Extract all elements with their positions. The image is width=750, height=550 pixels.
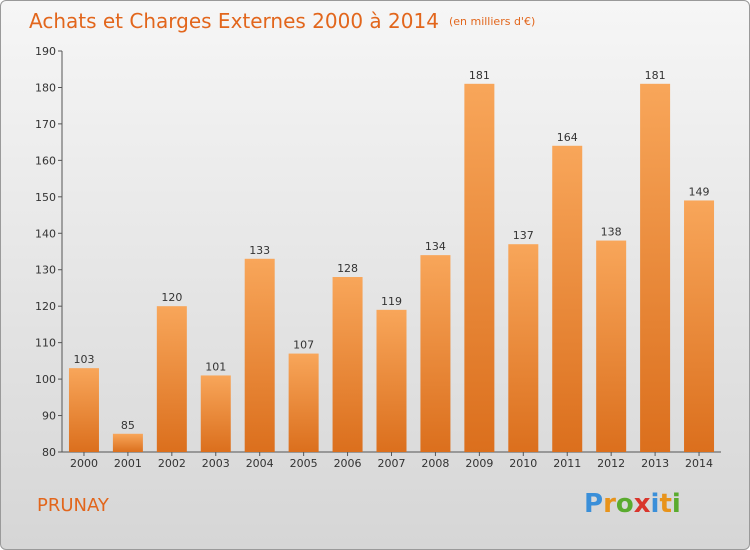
x-tick-label: 2003 (202, 457, 230, 470)
x-tick-label: 2007 (378, 457, 406, 470)
chart-title: Achats et Charges Externes 2000 à 2014 (e… (29, 9, 535, 33)
x-tick-label: 2005 (290, 457, 318, 470)
x-tick-label: 2013 (641, 457, 669, 470)
logo-letter: o (615, 489, 634, 519)
x-tick-label: 2000 (70, 457, 98, 470)
x-tick-label: 2002 (158, 457, 186, 470)
bar-value-label: 138 (601, 226, 622, 239)
bar-value-label: 134 (425, 240, 446, 253)
x-tick-label: 2004 (246, 457, 274, 470)
bar (68, 368, 99, 452)
bar-value-label: 107 (293, 339, 314, 352)
logo-letter: r (603, 489, 616, 519)
bar (640, 83, 671, 453)
y-tick-label: 140 (35, 227, 56, 240)
bar (200, 375, 231, 452)
bar-value-label: 85 (121, 419, 135, 432)
bar-value-label: 120 (161, 291, 182, 304)
y-tick-label: 150 (35, 191, 56, 204)
y-tick-label: 80 (42, 446, 56, 459)
x-tick-label: 2011 (553, 457, 581, 470)
commune-name: PRUNAY (37, 495, 109, 516)
bar-value-label: 164 (557, 131, 578, 144)
bar-value-label: 133 (249, 244, 270, 257)
bar (288, 353, 319, 452)
bar (596, 240, 627, 452)
bar-value-label: 181 (645, 69, 666, 82)
y-tick-label: 190 (35, 45, 56, 58)
chart-title-text: Achats et Charges Externes 2000 à 2014 (29, 9, 439, 33)
chart-axes: 80 90 100 110 120 130 140 150 160 170 180 190 (35, 45, 721, 459)
y-tick-label: 120 (35, 300, 56, 313)
y-tick-label: 100 (35, 373, 56, 386)
x-tick-label: 2012 (597, 457, 625, 470)
logo-letter: x (633, 489, 651, 519)
bar (552, 145, 583, 453)
bar (508, 244, 539, 452)
y-tick-label: 130 (35, 264, 56, 277)
y-tick-label: 160 (35, 154, 56, 167)
bar (332, 277, 363, 452)
x-tick-label: 2014 (685, 457, 713, 470)
x-tick-label: 2009 (465, 457, 493, 470)
bar-value-label: 103 (73, 353, 94, 366)
bar (420, 255, 451, 452)
y-tick-label: 90 (42, 410, 56, 423)
bar (464, 83, 495, 453)
bar-value-label: 137 (513, 229, 534, 242)
bar (156, 306, 187, 452)
x-tick-label: 2001 (114, 457, 142, 470)
y-tick-label: 180 (35, 81, 56, 94)
bar-value-label: 181 (469, 69, 490, 82)
logo-letter: i (671, 489, 681, 519)
x-tick-label: 2008 (421, 457, 449, 470)
bar-value-label: 101 (205, 360, 226, 373)
bar (112, 433, 143, 452)
bar (684, 200, 715, 452)
chart-labels: 103 2000 85 2001 120 2002 101 2003 133 2004 107 200… (70, 69, 713, 470)
chart-bars (68, 83, 715, 453)
bar (244, 258, 275, 452)
proxiti-logo: Proxiti (584, 489, 681, 519)
bar-value-label: 128 (337, 262, 358, 275)
chart-unit: (en milliers d'€) (448, 15, 536, 28)
bar-value-label: 149 (689, 185, 710, 198)
y-tick-label: 170 (35, 118, 56, 131)
bar-value-label: 119 (381, 295, 402, 308)
y-tick-label: 110 (35, 337, 56, 350)
bar (376, 309, 407, 452)
x-tick-label: 2010 (509, 457, 537, 470)
logo-letter: i (650, 489, 660, 519)
logo-letter: t (659, 489, 672, 519)
logo-letter: P (584, 489, 604, 519)
x-tick-label: 2006 (334, 457, 362, 470)
